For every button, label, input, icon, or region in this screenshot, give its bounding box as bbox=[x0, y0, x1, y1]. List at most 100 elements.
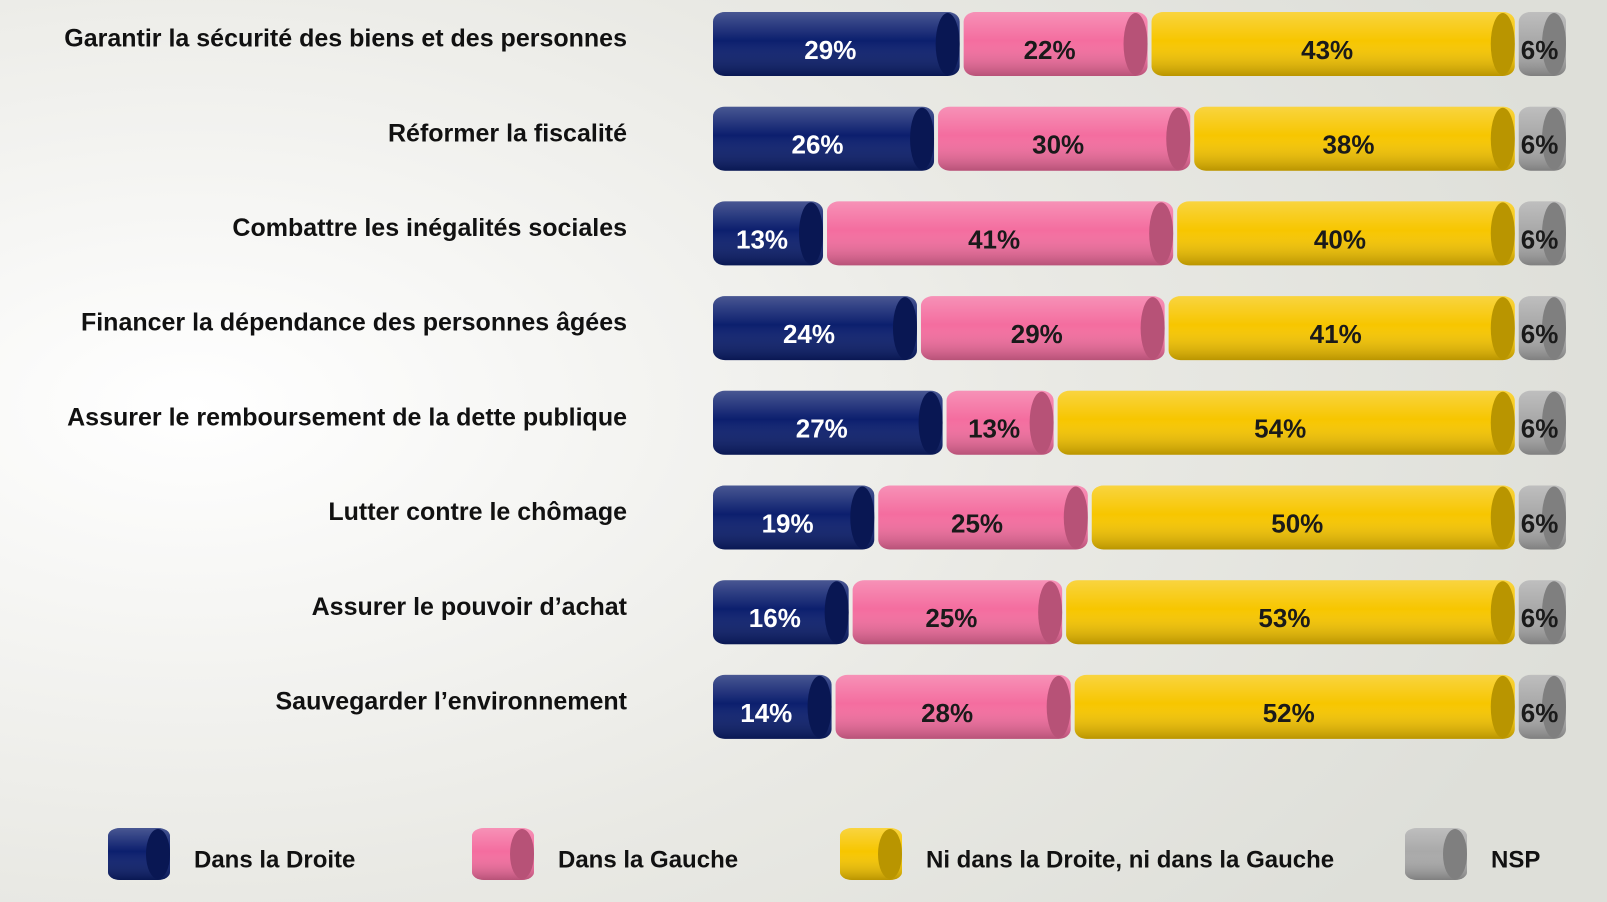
value-label: 6% bbox=[1521, 35, 1559, 65]
bar-segment-cap bbox=[1029, 391, 1054, 454]
bar-segment-shade bbox=[713, 296, 917, 361]
value-label: 27% bbox=[796, 414, 848, 444]
bar-segment-cap bbox=[850, 486, 875, 549]
value-label: 30% bbox=[1032, 130, 1084, 160]
value-label: 6% bbox=[1521, 508, 1559, 538]
bar-segment-cap bbox=[1166, 107, 1191, 170]
bar-segment-shade bbox=[1066, 580, 1515, 645]
bar-segment-shade bbox=[963, 12, 1148, 76]
value-label: 19% bbox=[762, 508, 814, 538]
value-label: 6% bbox=[1521, 698, 1559, 728]
bar-segment-shade bbox=[938, 106, 1191, 171]
category-label: Assurer le pouvoir d’achat bbox=[312, 593, 628, 621]
value-label: 22% bbox=[1024, 35, 1076, 65]
legend-label: Dans la Droite bbox=[194, 846, 355, 873]
category-label: Financer la dépendance des personnes âgé… bbox=[81, 309, 627, 337]
value-label: 6% bbox=[1521, 414, 1559, 444]
bar-segment-shade bbox=[713, 201, 824, 266]
bar-segment-shade bbox=[713, 580, 849, 645]
category-label: Assurer le remboursement de la dette pub… bbox=[67, 403, 627, 431]
value-label: 53% bbox=[1258, 603, 1310, 633]
value-label: 6% bbox=[1521, 224, 1559, 254]
bar-segment-cap bbox=[910, 107, 935, 170]
legend-swatch-cap bbox=[146, 829, 170, 879]
value-label: 25% bbox=[925, 603, 977, 633]
legend-label: Dans la Gauche bbox=[558, 846, 738, 873]
bar-segment-cap bbox=[1063, 486, 1088, 549]
bar-segment-cap bbox=[918, 391, 943, 454]
value-label: 26% bbox=[791, 130, 843, 160]
value-label: 52% bbox=[1263, 698, 1315, 728]
bar-segment-cap bbox=[1038, 581, 1063, 644]
value-label: 50% bbox=[1271, 508, 1323, 538]
bar-segment-cap bbox=[824, 581, 849, 644]
bar-segment-cap bbox=[1490, 486, 1515, 549]
bar-segment-cap bbox=[1123, 13, 1148, 75]
bar-segment-shade bbox=[713, 106, 935, 171]
value-label: 24% bbox=[783, 319, 835, 349]
value-label: 13% bbox=[968, 414, 1020, 444]
value-label: 38% bbox=[1322, 130, 1374, 160]
legend-swatch-cap bbox=[1443, 829, 1467, 879]
bar-segment-cap bbox=[1490, 675, 1515, 738]
bar-segment-cap bbox=[1490, 581, 1515, 644]
bar-segment-shade bbox=[1177, 201, 1515, 266]
bar-segment-shade bbox=[1194, 106, 1515, 171]
bar-segment-shade bbox=[852, 580, 1063, 645]
bar-segment-shade bbox=[920, 296, 1165, 361]
value-label: 41% bbox=[968, 224, 1020, 254]
bar-segment-cap bbox=[1542, 486, 1566, 549]
category-label: Réformer la fiscalité bbox=[388, 119, 627, 147]
value-label: 6% bbox=[1521, 319, 1559, 349]
legend-label: Ni dans la Droite, ni dans la Gauche bbox=[926, 846, 1334, 873]
value-label: 28% bbox=[921, 698, 973, 728]
bar-segment-shade bbox=[713, 674, 832, 739]
bar-segment-cap bbox=[799, 202, 824, 265]
category-label: Lutter contre le chômage bbox=[328, 498, 627, 526]
bar-segment-cap bbox=[1490, 391, 1515, 454]
legend-swatch-cap bbox=[878, 829, 902, 879]
bar-segment-shade bbox=[835, 674, 1071, 739]
value-label: 54% bbox=[1254, 414, 1306, 444]
value-label: 40% bbox=[1314, 224, 1366, 254]
legend-label: NSP bbox=[1491, 846, 1540, 873]
bar-segment-cap bbox=[1490, 202, 1515, 265]
value-label: 29% bbox=[804, 35, 856, 65]
bar-segment-cap bbox=[1490, 13, 1515, 75]
value-label: 6% bbox=[1521, 130, 1559, 160]
bar-segment-cap bbox=[807, 675, 832, 738]
bar-segment-cap bbox=[1542, 107, 1566, 170]
category-label: Sauvegarder l’environnement bbox=[275, 688, 627, 716]
bar-segment-cap bbox=[1149, 202, 1174, 265]
bar-segment-shade bbox=[1057, 390, 1515, 455]
value-label: 43% bbox=[1301, 35, 1353, 65]
bar-segment-cap bbox=[1542, 581, 1566, 644]
category-label: Combattre les inégalités sociales bbox=[232, 214, 627, 242]
bar-segment-cap bbox=[1542, 297, 1566, 360]
value-label: 41% bbox=[1310, 319, 1362, 349]
bar-segment-shade bbox=[713, 390, 943, 455]
bar-segment-shade bbox=[1151, 12, 1515, 76]
bar-segment-shade bbox=[946, 390, 1054, 455]
bar-segment-cap bbox=[1542, 391, 1566, 454]
bar-segment-cap bbox=[892, 297, 917, 360]
bar-segment-shade bbox=[1168, 296, 1515, 361]
legend-swatch-cap bbox=[510, 829, 534, 879]
bar-segment-cap bbox=[1542, 13, 1566, 75]
value-label: 13% bbox=[736, 224, 788, 254]
category-label: Garantir la sécurité des biens et des pe… bbox=[64, 25, 627, 53]
bar-segment-shade bbox=[713, 485, 875, 550]
bar-segment-cap bbox=[935, 13, 960, 75]
bar-segment-cap bbox=[1140, 297, 1165, 360]
bar-segment-cap bbox=[1046, 675, 1071, 738]
bar-segment-cap bbox=[1542, 202, 1566, 265]
bar-segment-cap bbox=[1542, 675, 1566, 738]
bar-segment-cap bbox=[1490, 107, 1515, 170]
bar-segment-shade bbox=[713, 12, 960, 76]
bar-segment-cap bbox=[1490, 297, 1515, 360]
value-label: 6% bbox=[1521, 603, 1559, 633]
bar-segment-shade bbox=[827, 201, 1174, 266]
value-label: 14% bbox=[740, 698, 792, 728]
